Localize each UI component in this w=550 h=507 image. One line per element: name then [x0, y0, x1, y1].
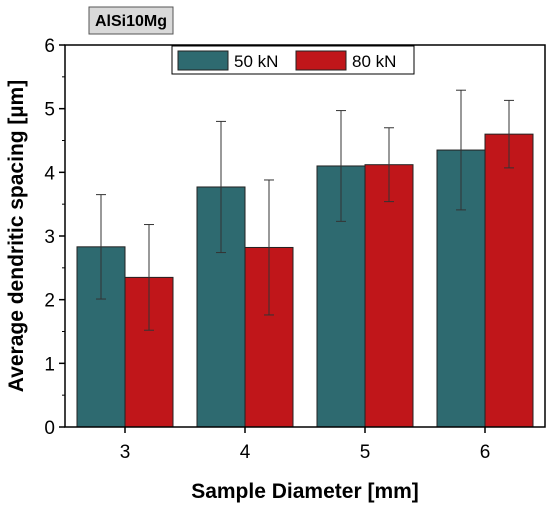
chart-title-box: AlSi10Mg: [88, 6, 174, 35]
y-axis-title: Average dendritic spacing [µm]: [5, 80, 28, 392]
legend-swatch-80kn: [295, 50, 347, 71]
y-tick-label: 3: [44, 227, 55, 248]
y-tick-label: 2: [44, 291, 55, 312]
bar-80kn-6: [484, 133, 534, 428]
legend-label-80kn: 80 kN: [352, 52, 396, 71]
error-bar-group: [96, 89, 514, 331]
legend: 50 kN 80 kN: [171, 45, 415, 75]
y-axis: 0 1 2 3 4 5 6: [44, 36, 65, 439]
legend-swatch-50kn: [177, 50, 229, 71]
x-axis-title: Sample Diameter [mm]: [191, 480, 419, 503]
y-tick-label: 0: [44, 418, 55, 439]
bar-80kn-5: [364, 164, 414, 428]
y-tick-label: 4: [44, 163, 55, 184]
y-tick-label: 5: [44, 100, 55, 121]
x-tick-label: 6: [480, 442, 491, 463]
x-tick-label: 3: [120, 442, 131, 463]
y-tick-label: 6: [44, 36, 55, 57]
legend-label-50kn: 50 kN: [234, 52, 278, 71]
y-tick-label: 1: [44, 354, 55, 375]
x-tick-label: 4: [240, 442, 251, 463]
chart-title: AlSi10Mg: [95, 13, 167, 30]
x-tick-label: 5: [360, 442, 371, 463]
x-axis: 3 4 5 6: [120, 427, 491, 463]
bar-group: [76, 133, 534, 428]
